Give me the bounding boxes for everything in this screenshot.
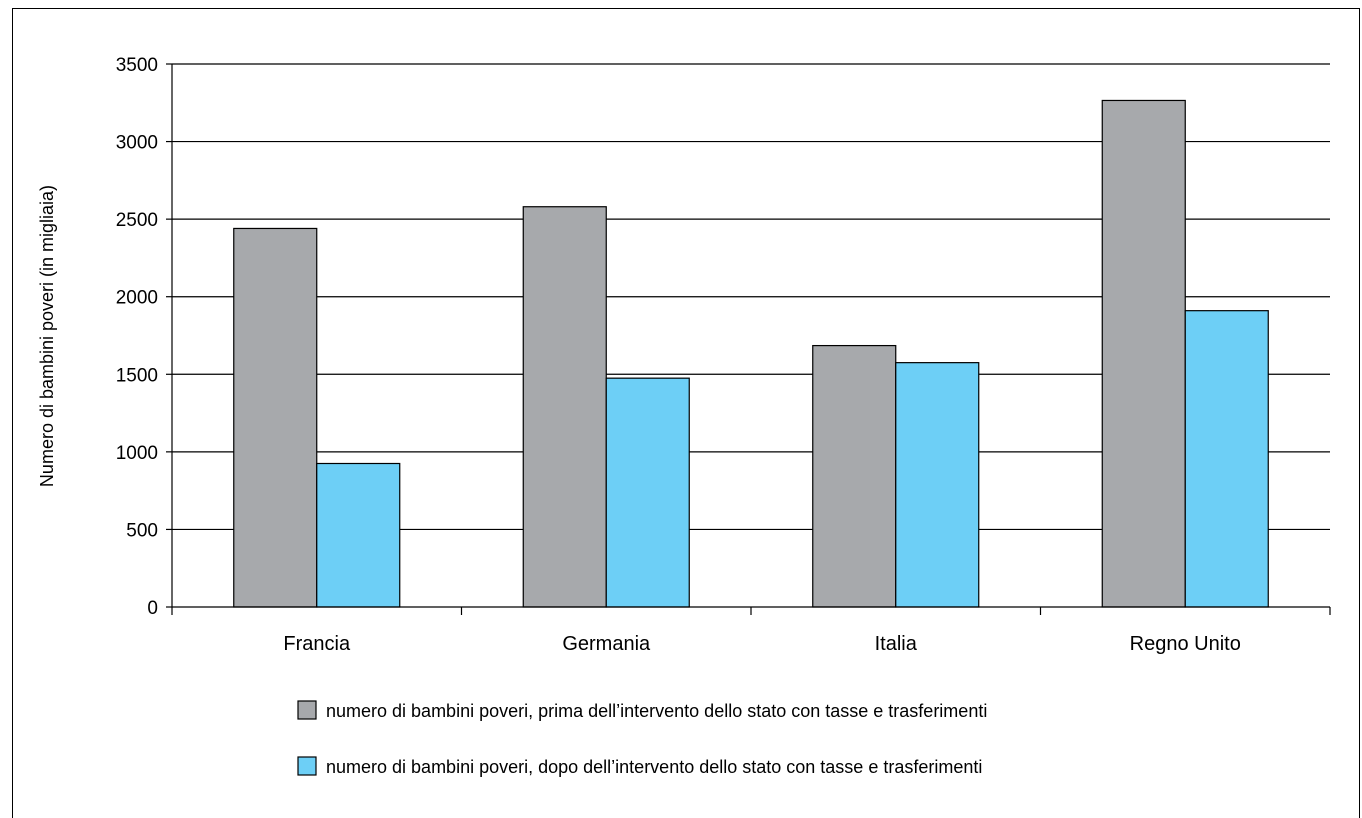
bar-before-germania	[522, 206, 607, 608]
y-tick-label: 0	[147, 598, 158, 619]
x-category-label: Germania	[562, 633, 651, 655]
bar-before-francia	[233, 227, 318, 608]
y-tick-label: 2000	[116, 288, 158, 309]
x-category-label: Italia	[875, 633, 918, 655]
y-tick-label: 3000	[116, 133, 158, 154]
y-tick-label: 2500	[116, 210, 158, 231]
legend-label: numero di bambini poveri, prima dell’int…	[326, 701, 987, 721]
bar-after-germania	[605, 377, 690, 608]
x-category-label: Regno Unito	[1130, 633, 1241, 655]
bar-before-italia	[812, 344, 897, 608]
bar-before-regno-unito	[1101, 99, 1186, 608]
y-tick-label: 3500	[116, 55, 158, 76]
y-tick-label: 1500	[116, 365, 158, 386]
bar-after-italia	[895, 362, 980, 608]
y-axis-title: Numero di bambini poveri (in migliaia)	[37, 185, 57, 487]
bar-after-regno-unito	[1184, 310, 1269, 608]
chart-frame	[12, 8, 1360, 818]
legend-swatch	[297, 756, 317, 776]
legend-label: numero di bambini poveri, dopo dell’inte…	[326, 757, 982, 777]
bar-after-francia	[316, 462, 401, 608]
x-category-label: Francia	[283, 633, 351, 655]
y-tick-label: 1000	[116, 443, 158, 464]
bars	[233, 99, 1269, 608]
legend: numero di bambini poveri, prima dell’int…	[297, 700, 987, 777]
axes	[166, 63, 1331, 615]
legend-swatch	[297, 700, 317, 720]
axis-labels: 0 500 1000 1500 2000 2500 3000 3500 Francia Germa…	[116, 55, 1241, 655]
y-tick-label: 500	[126, 520, 158, 541]
